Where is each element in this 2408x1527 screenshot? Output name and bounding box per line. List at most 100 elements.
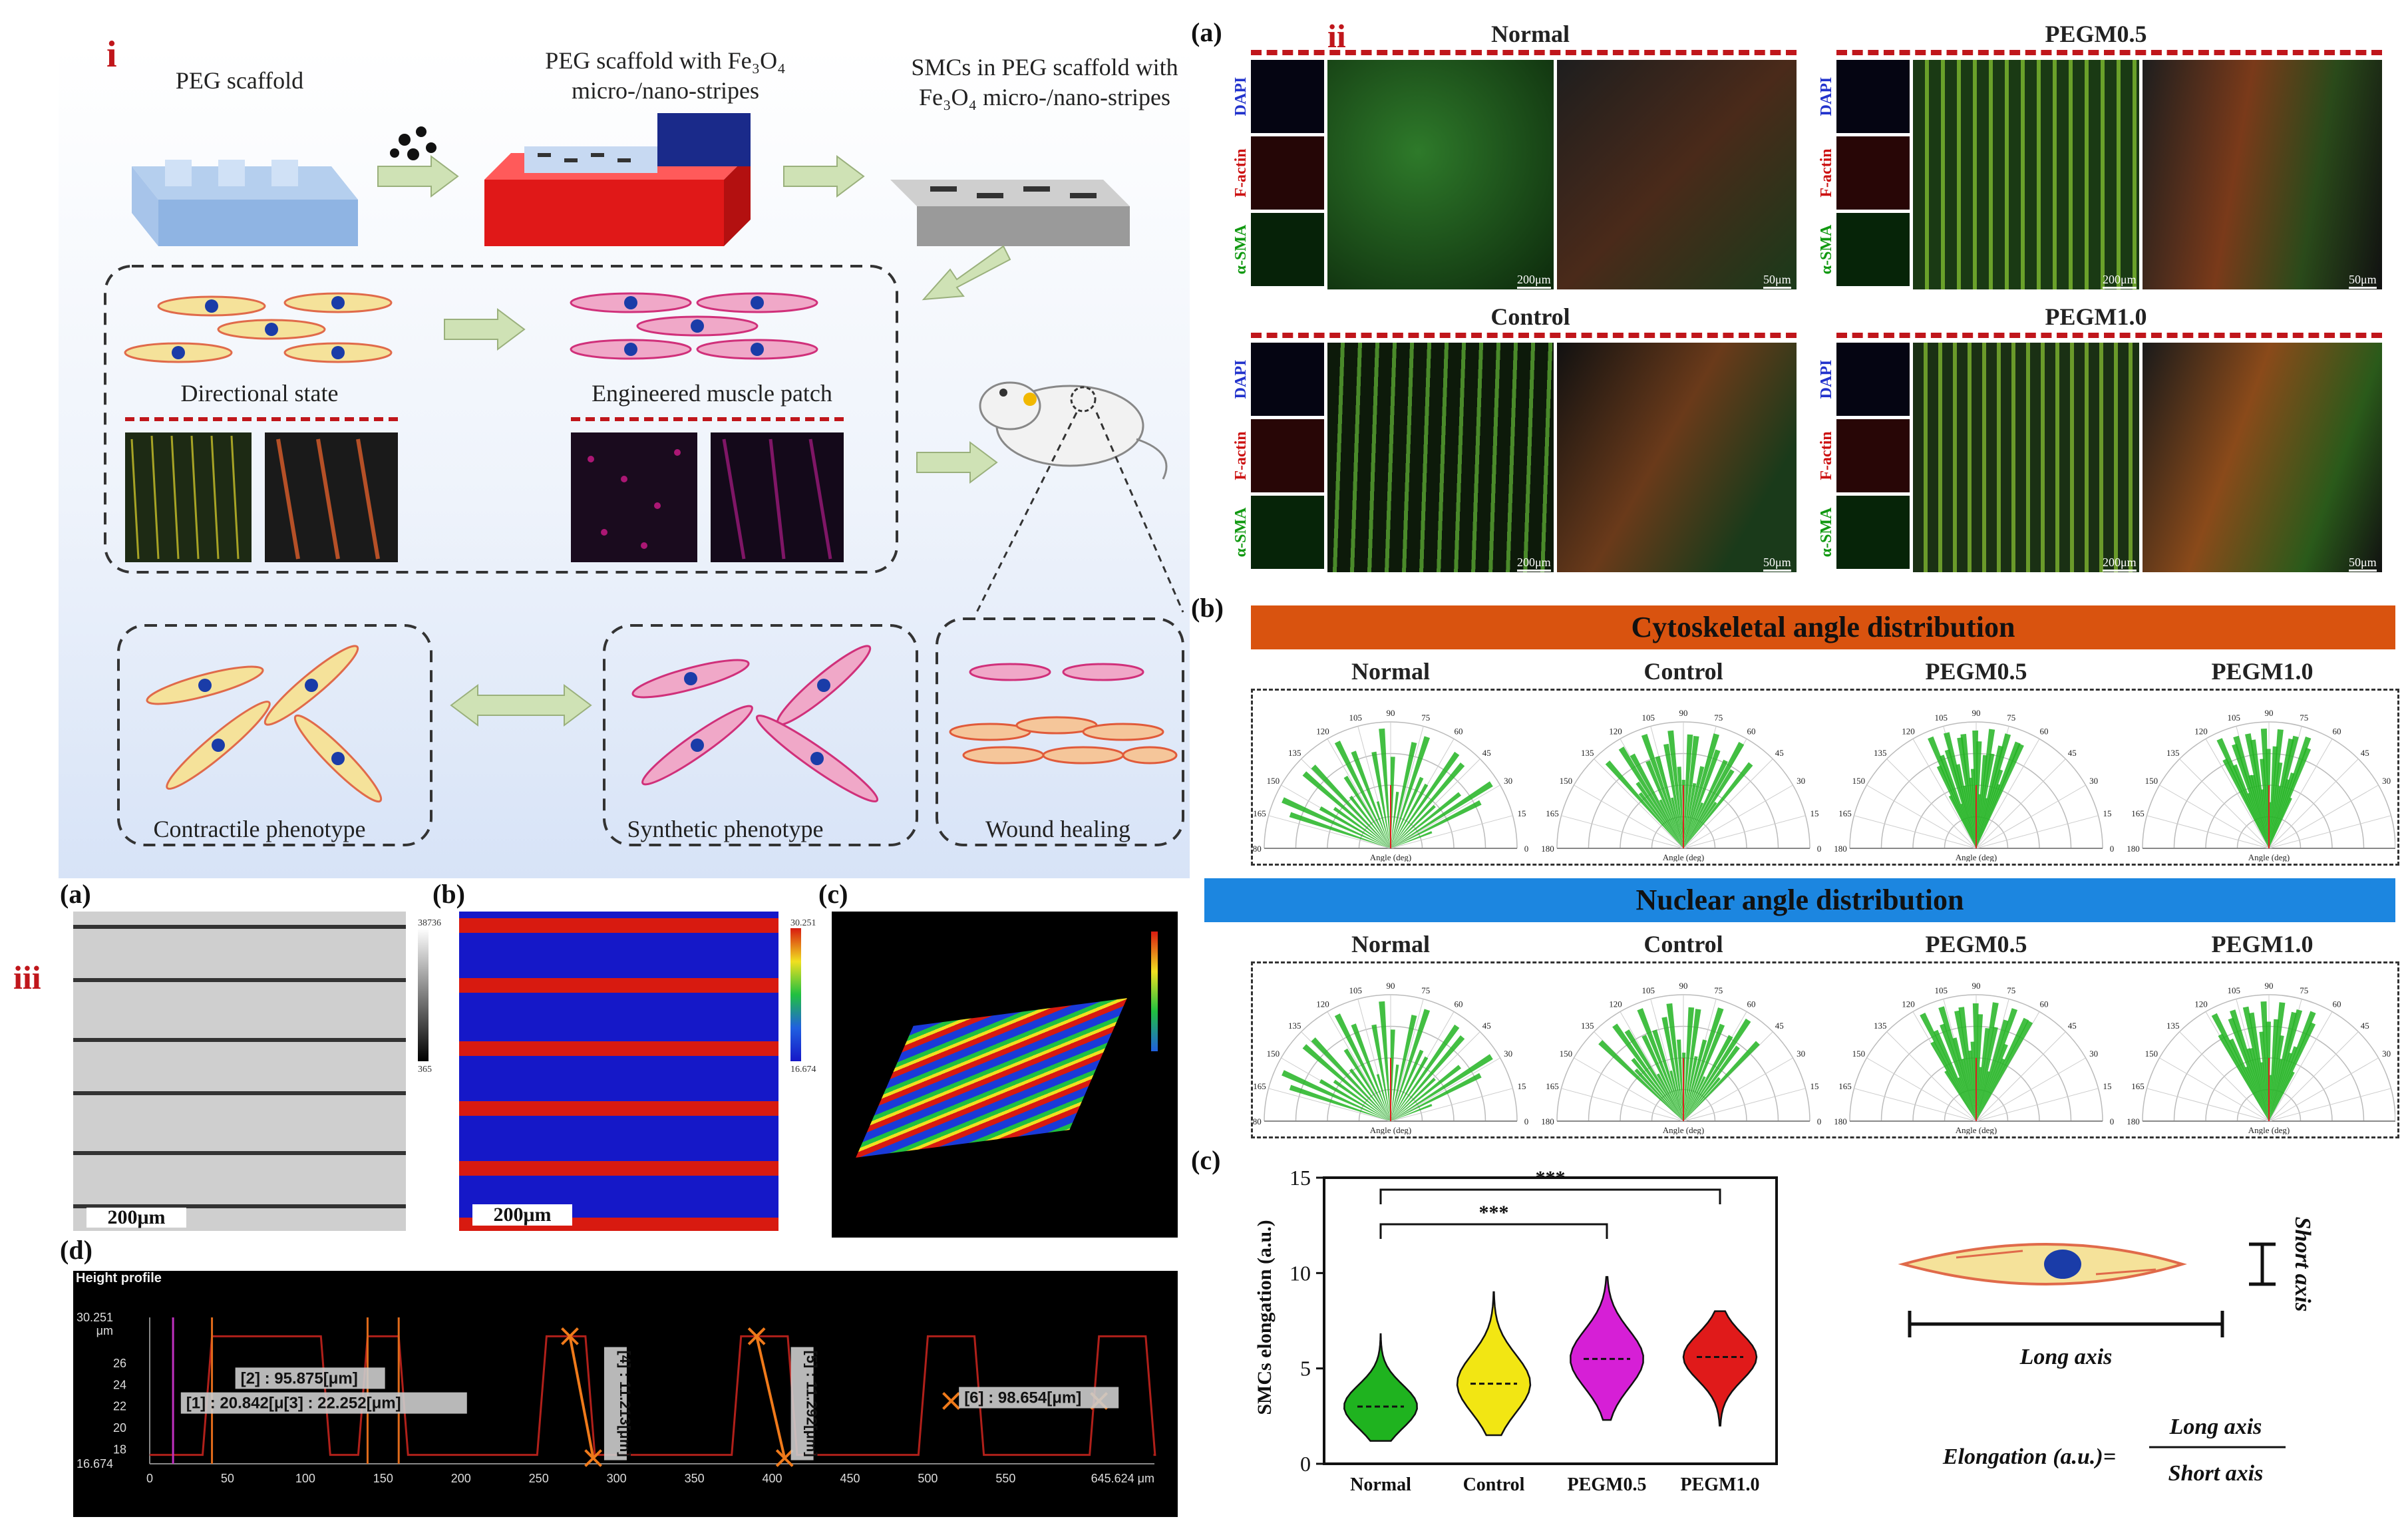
measure-1: [1] : 20.842[μ[3] : 22.252[μm] [180, 1392, 467, 1414]
cyto-label-normal: Normal [1351, 658, 1430, 685]
polar-tick: 0 [1817, 844, 1822, 854]
polar-wedge [1282, 797, 1391, 848]
significance-label: *** [1536, 1167, 1566, 1189]
polar-tick: 75 [2007, 713, 2015, 723]
polar-wedge [1683, 1009, 1701, 1121]
polar-wedge [1944, 1070, 1976, 1121]
polar-tick: 165 [1546, 1081, 1559, 1091]
directional-state-label: Directional state [180, 380, 339, 407]
nuc-label-normal: Normal [1351, 931, 1430, 957]
scale-50: 50μm [1763, 273, 1791, 289]
group-pegm05: PEGM0.5 [2045, 21, 2147, 47]
polar-tick: 90 [1679, 981, 1688, 991]
polar-tick: 105 [1349, 713, 1362, 723]
profile-tick: 500 [918, 1472, 938, 1485]
violin-frame [1323, 1176, 1778, 1465]
polar-wedge [1930, 1041, 1976, 1121]
polar-wedge [1683, 1007, 1695, 1121]
polar-tick: 30 [1797, 1049, 1805, 1059]
polar-wedge [2269, 1002, 2286, 1121]
polar-tick: 0 [1524, 1116, 1529, 1126]
svg-text:[4] : 11.213[μm]: [4] : 11.213[μm] [617, 1350, 633, 1456]
violin-ytick-label: 15 [1290, 1166, 1311, 1190]
polar-wedge [1391, 763, 1465, 848]
polar-wedge [1343, 775, 1391, 848]
polar-wedge [1390, 1029, 1395, 1121]
polar-tick: 180 [1251, 844, 1262, 854]
polar-wedge [1683, 734, 1693, 848]
polar-wedge [1683, 766, 1705, 848]
polar-tick: 150 [1267, 1049, 1280, 1059]
profile-title: Height profile [76, 1271, 162, 1285]
polar-wedge [1391, 1054, 1493, 1121]
nanoparticle-dots [390, 126, 436, 160]
polar-tick: 120 [1609, 999, 1622, 1009]
measure-2: [2] : 95.875[μm] [235, 1367, 385, 1389]
panel-iii-a-label: (a) [60, 879, 91, 909]
group-control: Control [1490, 303, 1570, 330]
polar-wedge [1376, 1074, 1391, 1121]
short-axis-label: Short axis [2290, 1217, 2315, 1312]
polar-tick: 75 [1421, 985, 1430, 995]
dapi-thumb [1251, 60, 1324, 133]
polar-wedge [1624, 1029, 1683, 1121]
polar-tick: 0 [1817, 1116, 1822, 1126]
profile-tick: 50 [221, 1472, 234, 1485]
polar-tick: 120 [1316, 999, 1329, 1009]
nuc-label-pegm05: PEGM0.5 [1925, 931, 2027, 957]
polar-wedge [1976, 741, 2021, 848]
violin-ytick-label: 0 [1300, 1452, 1311, 1476]
polar-wedge [1661, 1017, 1683, 1121]
long-axis-label: Long axis [2019, 1345, 2113, 1369]
polar-wedge [1663, 743, 1683, 848]
polar-wedge [2269, 729, 2284, 848]
polar-wedge [1652, 1029, 1683, 1121]
polar-tick: 165 [1838, 808, 1852, 818]
polar-tick: 105 [2227, 713, 2240, 723]
polar-wedge [1631, 1057, 1683, 1121]
polar-wedge [1391, 736, 1431, 848]
polar-tick: 150 [1267, 776, 1280, 786]
panel-ii-a-label: (a) [1191, 17, 1222, 47]
polar-tick: 135 [1581, 1021, 1594, 1031]
polar-tick: 90 [2265, 708, 2274, 718]
fe3o4-title-2: micro-/nano-stripes [572, 77, 759, 104]
polar-tick: 60 [1455, 999, 1463, 1009]
polar-wedge [2269, 1071, 2295, 1121]
polar-wedge [1667, 730, 1683, 848]
panel-ii-b-label: (b) [1191, 593, 1224, 623]
polar-wedge [1598, 1040, 1683, 1121]
polar-wedge [2269, 1009, 2303, 1121]
polar-wedge [1683, 801, 1717, 848]
svg-text:[5] : 11.292[μm]: [5] : 11.292[μm] [804, 1350, 820, 1456]
profile-tick: 250 [529, 1472, 549, 1485]
polar-tick: 60 [2040, 999, 2049, 1009]
profile-y-bottom: 16.674 [77, 1457, 113, 1470]
polar-axis-label: Angle (deg) [1956, 852, 1997, 862]
polar-wedge [1976, 745, 2003, 848]
polar-tick: 180 [2127, 1116, 2140, 1126]
polar-tick: 30 [2089, 1049, 2098, 1059]
polar-wedge [1349, 795, 1391, 848]
polar-tick: 150 [2145, 776, 2158, 786]
violin-xtick-label: PEGM0.5 [1568, 1474, 1647, 1495]
polar-tick: 120 [1316, 726, 1329, 736]
polar-wedge [1976, 733, 2011, 848]
polar-tick: 120 [2194, 726, 2208, 736]
measure-5: [5] : 11.292[μm] [790, 1347, 820, 1460]
polar-wedge [1391, 792, 1462, 848]
polar-wedge [1630, 753, 1683, 848]
polar-tick: 120 [1902, 999, 1915, 1009]
polar-wedge [1683, 1056, 1698, 1121]
polar-wedge [1656, 1073, 1683, 1121]
polar-wedge [1683, 749, 1721, 848]
polar-tick: 0 [1524, 844, 1529, 854]
polar-wedge [2269, 1022, 2316, 1121]
polar-tick: 105 [1641, 713, 1655, 723]
polar-wedge [1671, 797, 1683, 848]
cyto-label-pegm10: PEGM1.0 [2211, 658, 2314, 685]
nuclear-banner: Nuclear angle distribution [1204, 878, 2395, 922]
